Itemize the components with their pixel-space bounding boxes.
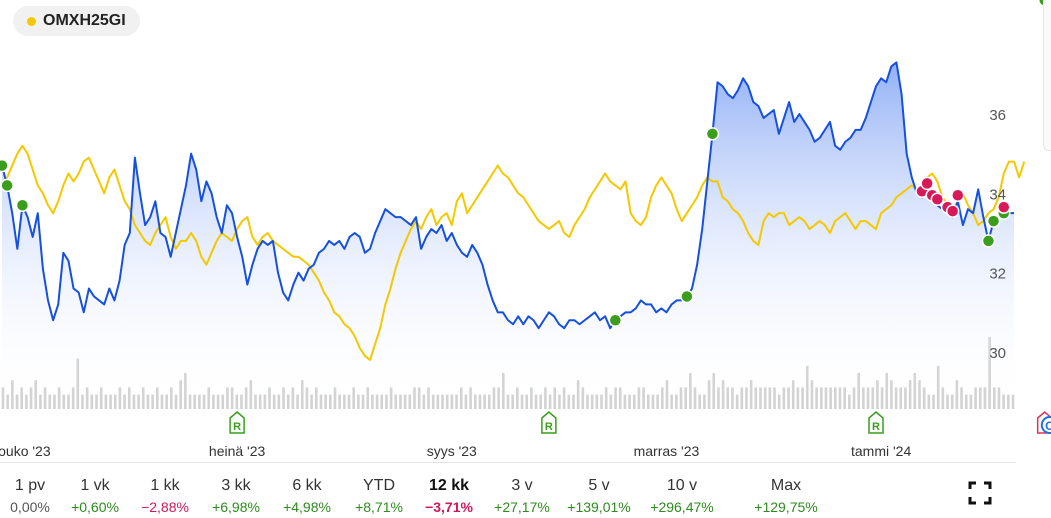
period-tab-5v[interactable]: 5 v +139,01% xyxy=(554,463,644,515)
side-panel-edge xyxy=(1043,0,1051,151)
y-tick-label: 30 xyxy=(989,345,1006,362)
period-tab-max[interactable]: Max +129,75% xyxy=(741,463,831,515)
period-change: +4,98% xyxy=(283,499,331,515)
period-change: +27,17% xyxy=(494,499,550,515)
period-change: −3,71% xyxy=(425,499,473,515)
x-tick-label: touko '23 xyxy=(0,443,51,459)
period-label: 6 kk xyxy=(292,477,322,494)
period-change: 0,00% xyxy=(10,499,50,515)
event-badge-letter: R xyxy=(233,421,241,433)
expand-icon xyxy=(968,481,992,505)
x-tick-label: heinä '23 xyxy=(209,443,266,459)
period-change: +296,47% xyxy=(650,499,714,515)
period-change: +6,98% xyxy=(212,499,260,515)
buy-marker[interactable] xyxy=(608,313,623,328)
buy-marker[interactable] xyxy=(15,198,30,212)
y-tick-label: 36 xyxy=(989,107,1006,124)
x-tick-label: marras '23 xyxy=(634,443,700,459)
buy-marker[interactable] xyxy=(680,289,694,304)
period-tab-10v[interactable]: 10 v +296,47% xyxy=(637,463,727,515)
event-badge-letter: O xyxy=(1045,419,1051,433)
period-tab-ytd[interactable]: YTD +8,71% xyxy=(334,463,424,515)
period-selector: 1 pv 0,00% 1 vk +0,60% 1 kk −2,88% 3 kk +6,98% 6… xyxy=(0,462,1016,518)
y-tick-label: 32 xyxy=(989,266,1006,283)
period-tab-6kk[interactable]: 6 kk +4,98% xyxy=(262,463,352,515)
period-change: +129,75% xyxy=(754,499,818,515)
period-label: 1 pv xyxy=(14,477,46,494)
sell-marker[interactable] xyxy=(945,204,960,218)
comparison-series-line xyxy=(1,144,1026,361)
period-tab-1pv[interactable]: 1 pv 0,00% xyxy=(0,463,75,515)
fullscreen-button[interactable] xyxy=(967,480,993,506)
legend-dot-icon xyxy=(27,16,36,26)
period-label: Max xyxy=(770,477,802,494)
x-tick-label: tammi '24 xyxy=(851,443,911,459)
period-tab-12kk[interactable]: 12 kk −3,71% xyxy=(404,463,494,515)
period-label: 10 v xyxy=(666,477,698,494)
period-change: −2,88% xyxy=(141,499,189,515)
period-change: +8,71% xyxy=(355,499,403,515)
buy-marker[interactable] xyxy=(705,127,720,141)
price-chart[interactable]: 30 32 34 36 R R R Otouko '23 heinä '23 syys '23 ma… xyxy=(0,0,1051,462)
period-label: 5 v xyxy=(588,477,610,494)
event-badge-circle[interactable] xyxy=(1040,416,1051,434)
event-badge-green[interactable] xyxy=(229,411,245,434)
primary-series-line xyxy=(1,61,1014,330)
buy-marker[interactable] xyxy=(0,178,14,193)
period-label: 1 kk xyxy=(150,477,180,494)
primary-series-area xyxy=(2,62,1014,410)
period-tab-3v[interactable]: 3 v +27,17% xyxy=(477,463,567,515)
sell-marker[interactable] xyxy=(997,200,1011,214)
sell-marker[interactable] xyxy=(930,192,945,206)
legend-pill[interactable]: OMXH25GI xyxy=(13,6,140,36)
period-label: 12 kk xyxy=(428,477,470,494)
sell-marker[interactable] xyxy=(951,188,965,203)
buy-marker[interactable] xyxy=(0,158,9,173)
y-tick-label: 34 xyxy=(989,186,1006,203)
period-tab-1vk[interactable]: 1 vk +0,60% xyxy=(50,463,140,515)
legend-label: OMXH25GI xyxy=(43,12,126,29)
event-badge-green[interactable] xyxy=(868,411,884,434)
period-label: 3 v xyxy=(511,477,533,494)
event-badge-green[interactable] xyxy=(541,411,557,434)
period-label: 1 vk xyxy=(80,477,110,494)
period-change: +0,60% xyxy=(71,499,119,515)
period-change: +139,01% xyxy=(567,499,631,515)
buy-marker[interactable] xyxy=(986,214,1001,228)
period-label: YTD xyxy=(363,477,395,494)
event-badge-letter: R xyxy=(545,421,553,433)
x-tick-label: syys '23 xyxy=(427,443,477,459)
period-tab-3kk[interactable]: 3 kk +6,98% xyxy=(191,463,281,515)
sell-marker[interactable] xyxy=(920,176,934,191)
period-tab-1kk[interactable]: 1 kk −2,88% xyxy=(120,463,210,515)
period-label: 3 kk xyxy=(221,477,251,494)
buy-marker[interactable] xyxy=(981,234,996,248)
event-badge-letter: R xyxy=(872,421,880,433)
